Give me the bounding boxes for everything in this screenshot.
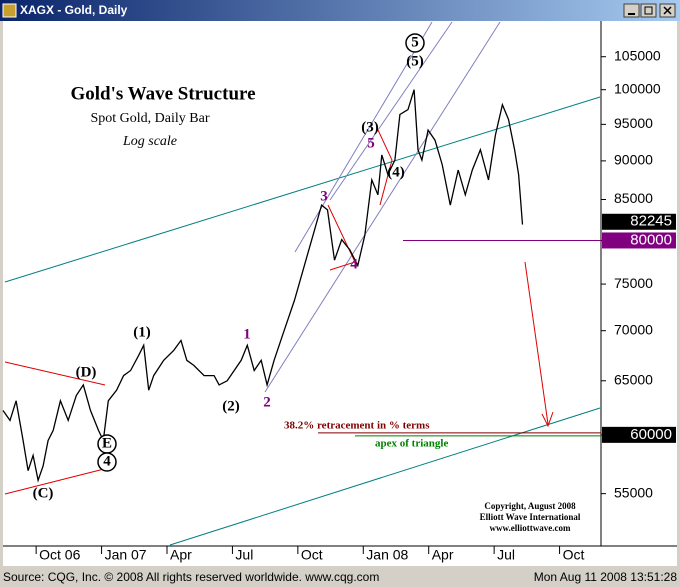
channel-line xyxy=(264,21,501,393)
window-title: XAGX - Gold, Daily xyxy=(20,3,128,17)
target-arrow xyxy=(524,261,554,428)
channel-line xyxy=(329,21,453,201)
wave-label: (2) xyxy=(222,398,240,414)
wave-label: (4) xyxy=(387,164,405,180)
wave-label: E xyxy=(102,435,112,451)
level-box xyxy=(602,232,676,249)
wave-label: (1) xyxy=(133,324,151,340)
retracement-note: 38.2% retracement in % terms xyxy=(284,419,430,431)
wave-label: (D) xyxy=(76,364,97,380)
wave-circle xyxy=(405,33,425,53)
channel-line xyxy=(4,96,601,283)
y-tick-label: 100000 xyxy=(614,80,661,96)
wave-label: 2 xyxy=(263,394,271,410)
window-buttons xyxy=(623,3,676,18)
wave-label: 4 xyxy=(103,453,111,469)
window-icon xyxy=(2,3,17,18)
x-tick-label: Apr xyxy=(170,547,192,563)
wave-circle xyxy=(97,452,117,472)
wave-label: (5) xyxy=(406,53,424,69)
status-source: Source: CQG, Inc. © 2008 All rights rese… xyxy=(3,570,379,584)
x-tick-label: Oct 06 xyxy=(39,547,80,563)
chart-area xyxy=(3,21,677,566)
channel-line xyxy=(294,21,433,253)
channel-line xyxy=(169,407,601,546)
wave-label: 5 xyxy=(367,135,375,151)
wave-label: 4 xyxy=(350,256,358,272)
x-tick-label: Jan 07 xyxy=(105,547,147,563)
level-label: 60000 xyxy=(630,426,672,443)
status-bar xyxy=(0,567,680,587)
title-bar xyxy=(0,0,680,21)
level-label: 80000 xyxy=(630,231,672,248)
triangle-line xyxy=(4,467,109,495)
y-tick-label: 65000 xyxy=(614,371,653,387)
plot xyxy=(4,21,601,546)
x-tick-label: Apr xyxy=(432,547,454,563)
last-price-box xyxy=(602,213,676,230)
wave-label: 3 xyxy=(320,188,328,204)
wave-label: 1 xyxy=(243,326,251,342)
y-tick-label: 55000 xyxy=(614,484,653,500)
copyright-line: Copyright, August 2008 xyxy=(484,501,576,511)
x-tick-label: Jul xyxy=(497,547,515,563)
minimize-button[interactable] xyxy=(623,3,640,18)
x-tick-label: Jan 08 xyxy=(366,547,408,563)
y-tick-label: 90000 xyxy=(614,152,653,168)
wave-label: (C) xyxy=(33,485,54,501)
maximize-button[interactable] xyxy=(640,3,657,18)
copyright-line: www.elliottwave.com xyxy=(490,523,571,533)
wave-line xyxy=(327,129,393,271)
copyright-line: Elliott Wave International xyxy=(480,512,581,522)
y-tick-label: 75000 xyxy=(614,275,653,291)
x-tick-label: Oct xyxy=(563,547,585,563)
wave-label: 5 xyxy=(411,34,419,50)
level-box xyxy=(602,426,676,443)
wave-label: (3) xyxy=(361,119,379,135)
chart-note: Log scale xyxy=(122,134,177,149)
y-tick-label: 70000 xyxy=(614,321,653,337)
status-time: Mon Aug 11 2008 13:51:28 xyxy=(534,570,678,584)
y-tick-label: 105000 xyxy=(614,47,661,63)
price-line xyxy=(2,89,524,483)
x-tick-label: Oct xyxy=(301,547,323,563)
last-price-label: 82245 xyxy=(630,213,672,230)
y-tick-label: 95000 xyxy=(614,115,653,131)
chart-subtitle: Spot Gold, Daily Bar xyxy=(91,111,210,126)
apex-note: apex of triangle xyxy=(375,437,448,449)
x-tick-label: Jul xyxy=(235,547,253,563)
chart-title: Gold's Wave Structure xyxy=(70,83,255,104)
y-tick-label: 85000 xyxy=(614,190,653,206)
triangle-line xyxy=(4,361,106,386)
